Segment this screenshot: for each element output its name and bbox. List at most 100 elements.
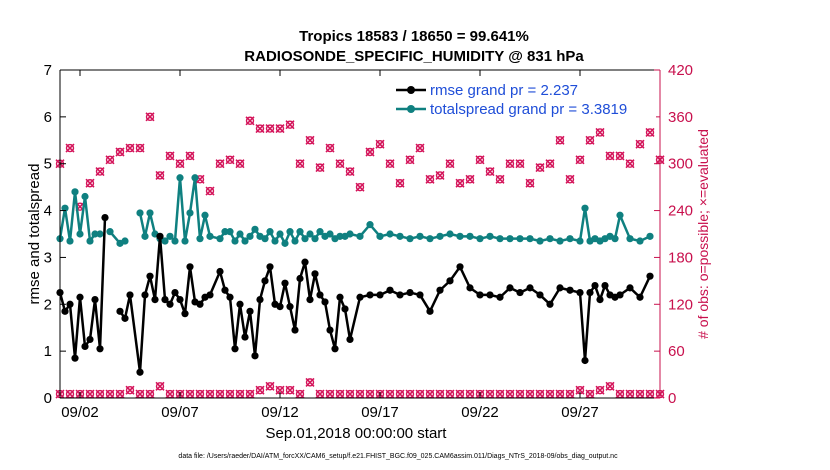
spread-point	[286, 228, 294, 236]
obs-point-cross-b	[365, 147, 375, 157]
obs-point-circle	[65, 143, 75, 153]
obs-point	[635, 139, 645, 149]
obs-point	[335, 159, 345, 169]
obs-point	[515, 159, 525, 169]
obs-low-point	[305, 377, 315, 387]
spread-point	[221, 228, 229, 236]
obs-low-point-cross-b	[395, 389, 405, 399]
obs-low-point-cross-b	[165, 389, 175, 399]
x-tick-label: 09/07	[161, 404, 199, 421]
spread-point	[186, 209, 194, 217]
spread-point	[96, 230, 104, 238]
rmse-point	[386, 286, 394, 294]
rmse-point	[286, 303, 294, 311]
obs-point-circle	[135, 143, 145, 153]
obs-low-point-cross-b	[495, 389, 505, 399]
rmse-point	[626, 284, 634, 292]
rmse-point	[366, 291, 374, 299]
obs-point	[305, 135, 315, 145]
y2-tick-label: 180	[668, 249, 693, 266]
obs-low-point-circle	[605, 382, 615, 391]
rmse-point	[566, 286, 574, 294]
rmse-point	[326, 326, 334, 334]
obs-point-cross-b	[125, 143, 135, 153]
obs-point-cross-b	[605, 151, 615, 161]
rmse-point	[66, 300, 74, 308]
rmse-point	[96, 345, 104, 353]
obs-point-circle	[115, 147, 125, 157]
obs-point-cross-b	[445, 159, 455, 169]
obs-low-point-cross-b	[465, 389, 475, 399]
spread-point	[556, 237, 564, 245]
obs-point	[365, 147, 375, 157]
x-axis-ticks: 09/02 09/07 09/12 09/17 09/22 09/27	[61, 70, 599, 421]
obs-low-point-cross-b	[225, 389, 235, 399]
spread-point	[316, 228, 324, 236]
obs-point	[205, 186, 215, 196]
rmse-point	[156, 232, 164, 240]
obs-low-point	[155, 381, 165, 391]
obs-point-circle	[285, 120, 295, 129]
obs-point	[405, 155, 415, 165]
obs-point-cross-b	[85, 178, 95, 188]
obs-low-point-cross-b	[95, 389, 105, 399]
obs-point	[545, 159, 555, 169]
obs-point	[215, 159, 225, 169]
spread-point	[281, 239, 289, 247]
rmse-point	[181, 310, 189, 318]
obs-point-cross-b	[515, 159, 525, 169]
obs-low-point-cross-b	[355, 389, 365, 399]
obs-point-cross-b	[185, 151, 195, 161]
obs-point-circle	[305, 136, 315, 145]
obs-point-circle	[445, 159, 455, 168]
obs-point-cross-b	[255, 124, 265, 134]
obs-point-cross-b	[275, 124, 285, 134]
right-y-axis-ticks: 0 60 120 180 240 300 360 420	[654, 62, 693, 407]
obs-low-point-circle	[285, 385, 295, 395]
rmse-point	[251, 352, 259, 360]
obs-low-point-cross-b	[515, 389, 525, 399]
obs-low-point-circle	[265, 382, 275, 391]
obs-point-cross-b	[95, 166, 105, 177]
x-tick-label: 09/27	[561, 404, 599, 421]
rmse-point	[266, 263, 274, 271]
rmse-point	[236, 300, 244, 308]
spread-point	[191, 174, 199, 182]
obs-low-point-cross-b	[275, 385, 285, 395]
x-tick-label: 09/02	[61, 404, 99, 421]
obs-point	[185, 151, 195, 161]
rmse-point	[346, 335, 354, 344]
spread-point	[536, 237, 544, 245]
spread-point	[336, 232, 344, 240]
obs-point-cross-b	[455, 178, 465, 188]
obs-point	[105, 155, 115, 165]
obs-point-cross-b	[395, 178, 405, 188]
spread-point	[466, 232, 474, 240]
obs-point	[455, 178, 465, 188]
obs-point-circle	[645, 128, 655, 137]
obs-low-point-cross-b	[455, 389, 465, 399]
obs-point-circle	[435, 171, 445, 180]
obs-point	[495, 174, 505, 184]
obs-point-cross-b	[155, 170, 165, 180]
rmse-point	[276, 303, 284, 311]
obs-low-point-cross-b	[555, 389, 565, 399]
y-tick-label: 2	[44, 296, 52, 313]
obs-low-point	[635, 389, 645, 399]
y-axis-label: rmse and totalspread	[26, 164, 43, 305]
spread-point	[366, 221, 374, 229]
obs-point-cross-b	[555, 135, 565, 145]
obs-point	[345, 166, 355, 177]
obs-point-circle	[605, 151, 615, 161]
spread-point	[66, 237, 74, 245]
spread-point	[356, 232, 364, 240]
rmse-point	[596, 296, 604, 304]
obs-low-point-circle	[255, 385, 265, 395]
obs-point-cross-b	[345, 166, 355, 177]
y2-tick-label: 60	[668, 343, 685, 360]
obs-point-circle	[535, 163, 545, 172]
obs-low-point	[485, 389, 495, 399]
obs-point	[375, 139, 385, 149]
obs-point-circle	[265, 124, 275, 133]
obs-point-circle	[95, 167, 105, 176]
